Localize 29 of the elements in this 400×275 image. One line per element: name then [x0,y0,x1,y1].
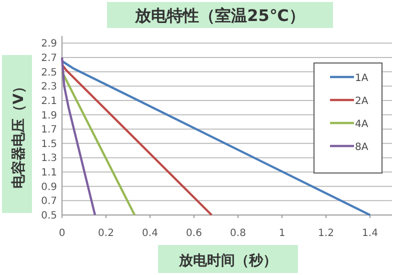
legend-label: 8A [355,142,368,153]
y-tick-label: 2.1 [41,96,57,107]
legend-label: 2A [355,96,368,107]
y-tick-label: 0.7 [41,196,57,208]
x-tick-label: 1.2 [318,228,334,239]
y-tick-label: 2.5 [41,67,57,78]
y-tick-label: 1.1 [41,168,57,179]
x-tick-label: 1.4 [362,228,378,239]
legend-label: 4A [355,119,368,130]
y-axis-title: 电容器电压（V） [10,80,27,188]
x-tick-label: 0.8 [230,228,246,239]
legend-label: 1A [355,73,368,84]
line-series [60,56,96,216]
chart-title: 放电特性（室温25℃） [134,6,305,25]
y-tick-label: 2.9 [41,38,57,50]
x-tick-label: 0 [58,228,66,239]
y-tick-label: 1.5 [41,138,57,150]
y-tick-label: 2.7 [41,52,57,64]
y-tick-label: 0.5 [41,210,57,222]
y-tick-label: 1.3 [41,153,57,164]
x-tick-label: 1 [278,228,286,239]
x-axis-title: 放电时间（秒） [178,253,277,269]
y-tick-label: 1.9 [41,110,57,122]
x-tick-label: 0.6 [186,228,202,239]
x-tick-label: 0.2 [98,228,114,239]
y-tick-label: 0.9 [41,182,57,193]
y-tick-label: 1.7 [41,124,57,136]
x-tick-label: 0.4 [142,228,158,239]
y-tick-label: 2.3 [41,82,57,93]
